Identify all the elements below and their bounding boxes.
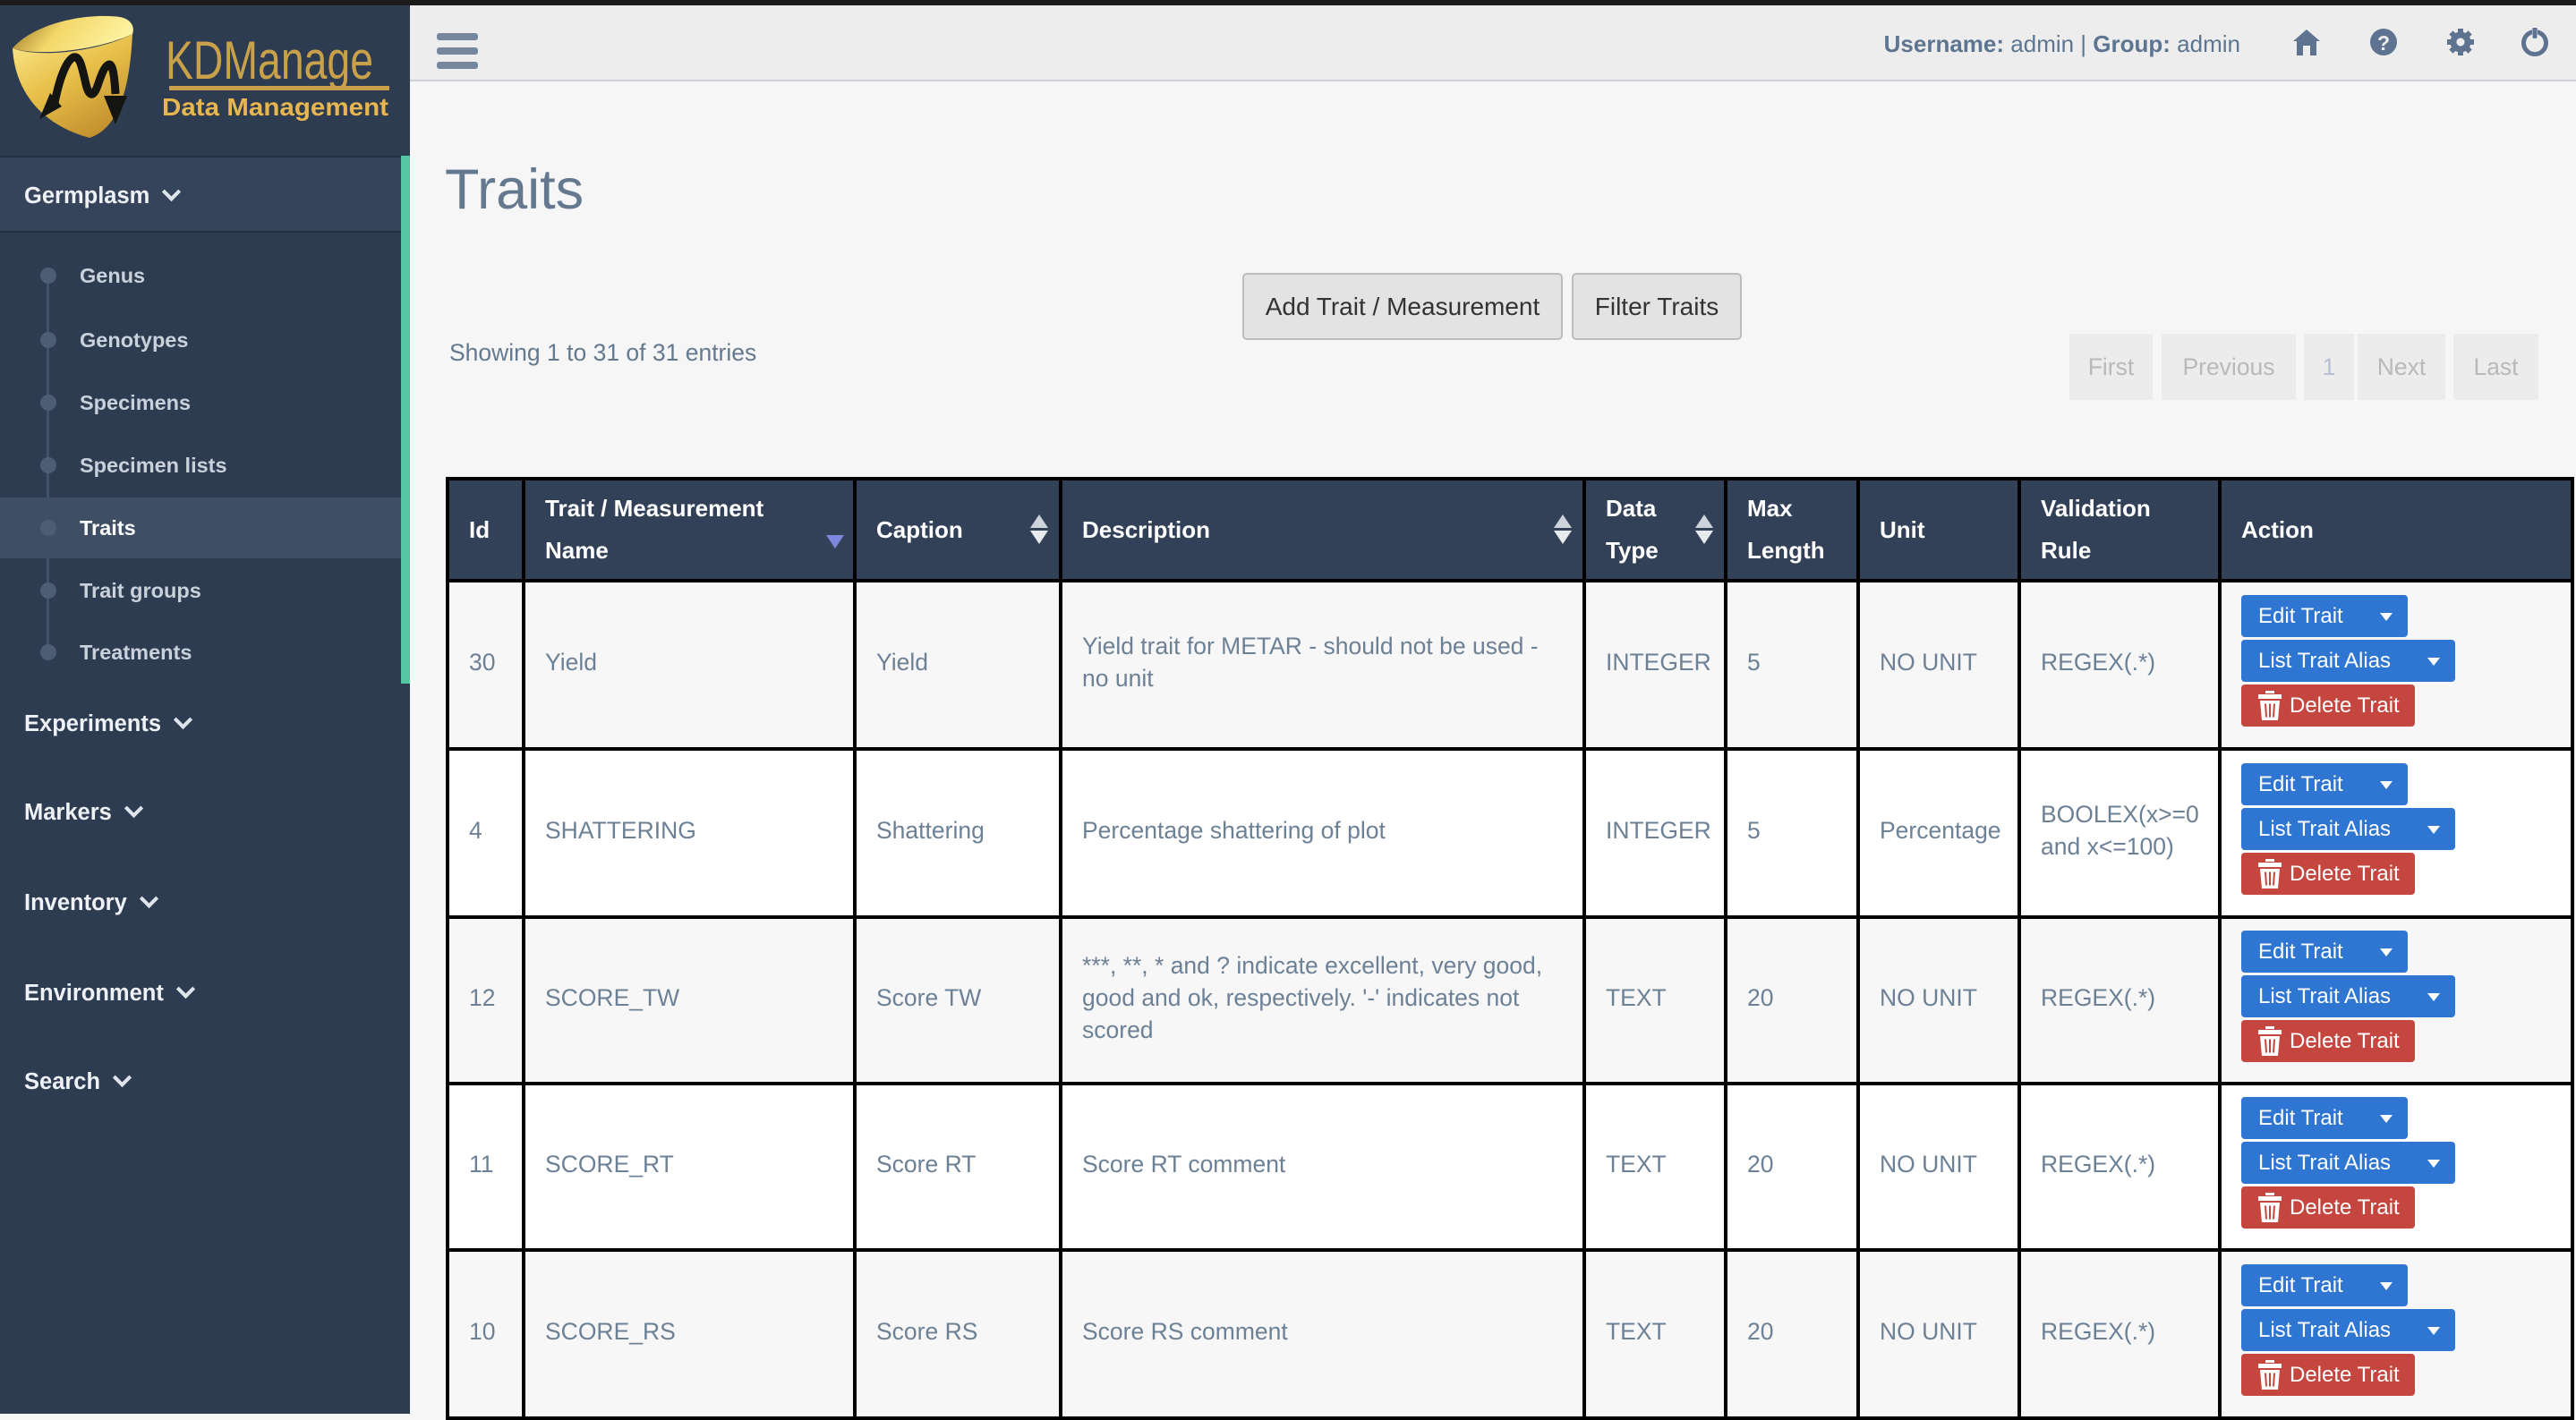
svg-text:Data Management: Data Management — [162, 93, 388, 121]
svg-text:?: ? — [2377, 31, 2390, 55]
svg-text:KDManage: KDManage — [166, 30, 373, 90]
